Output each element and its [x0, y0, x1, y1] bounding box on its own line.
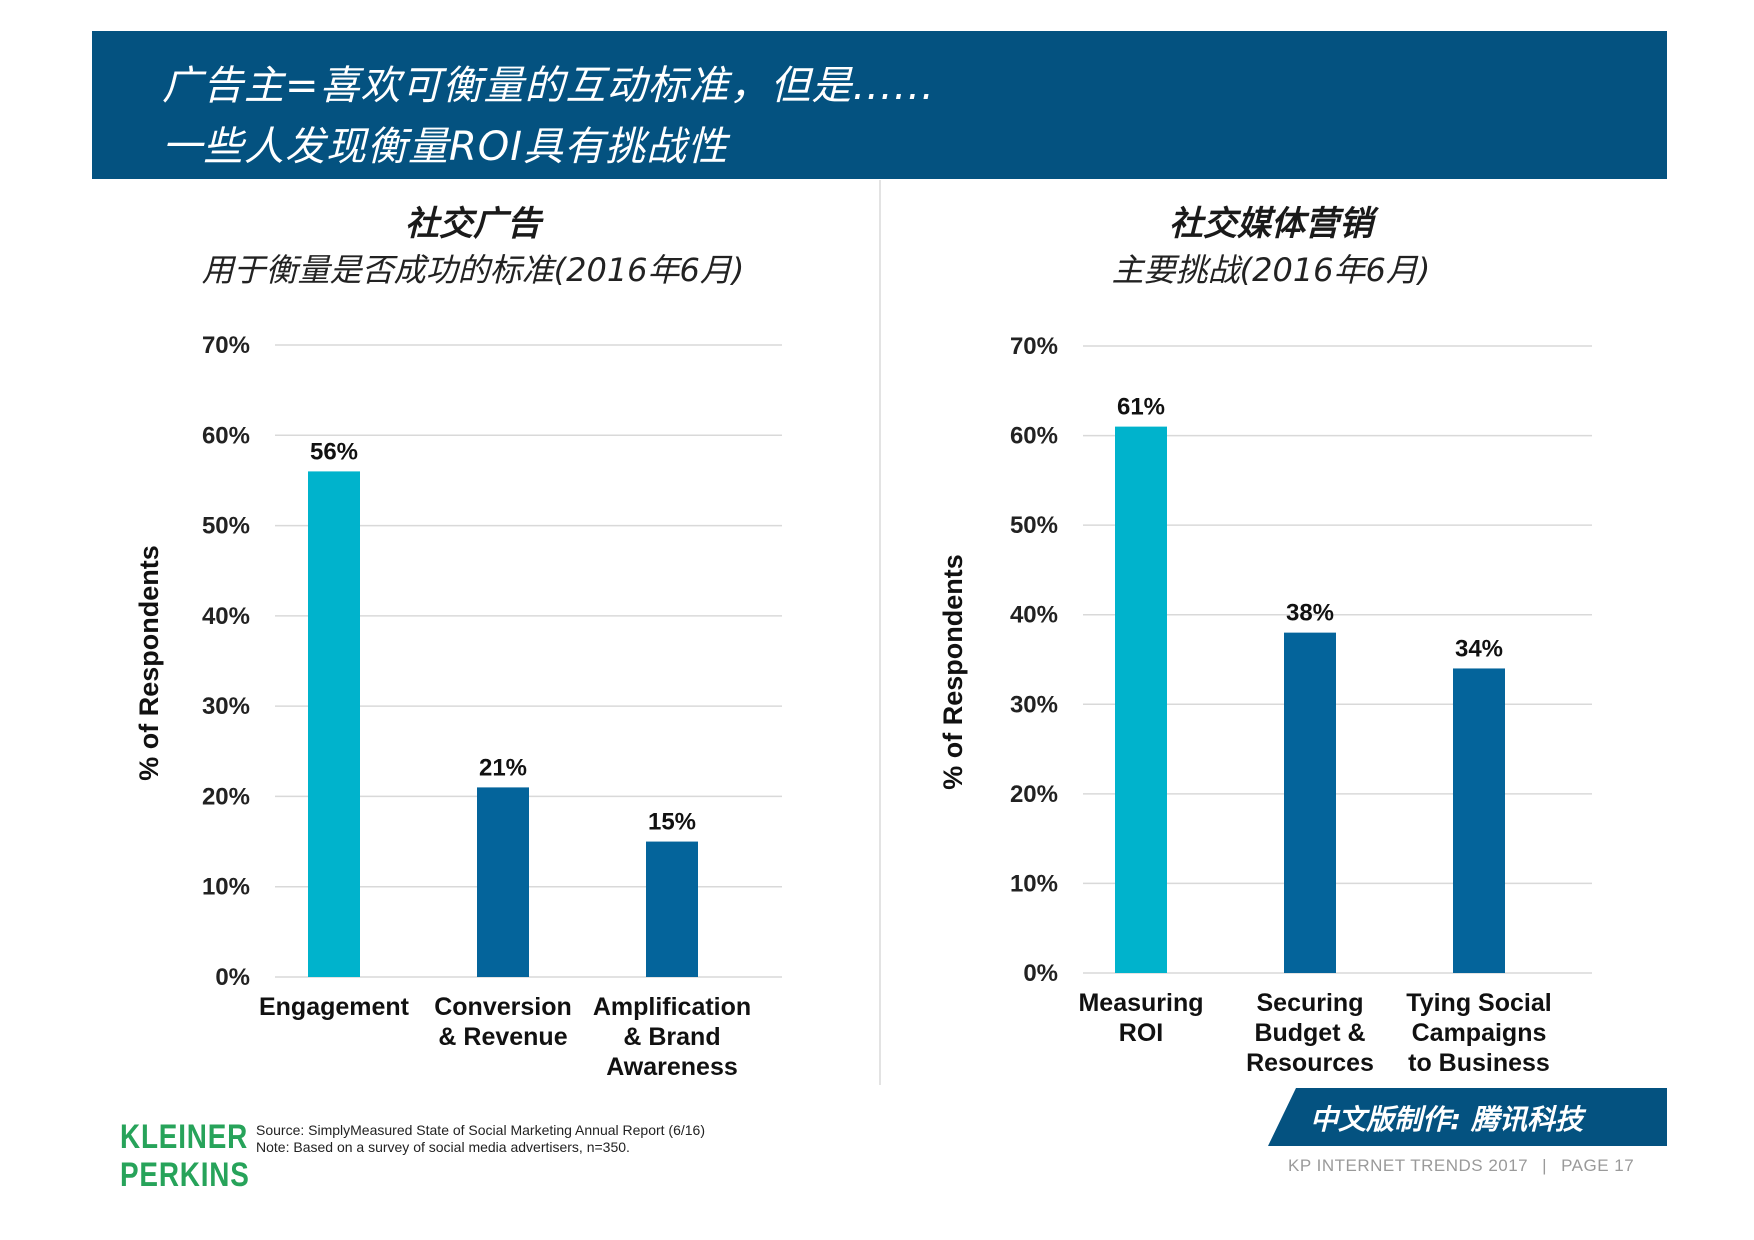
- bar: [308, 471, 360, 977]
- y-axis-label: % of Respondents: [938, 554, 968, 790]
- category-label: Measuring ROI: [1078, 989, 1203, 1047]
- category-label-line: Budget &: [1254, 1019, 1365, 1047]
- logo-line2: PERKINS: [120, 1156, 250, 1194]
- category-label-line: Tying Social: [1406, 989, 1551, 1017]
- source-note: Source: SimplyMeasured State of Social M…: [256, 1122, 705, 1156]
- category-label-line: Awareness: [606, 1053, 738, 1081]
- category-label-line: to Business: [1408, 1049, 1550, 1077]
- bar: [646, 841, 698, 977]
- data-label: 15%: [648, 809, 696, 836]
- y-tick-label: 60%: [1010, 423, 1058, 450]
- source-line: Source: SimplyMeasured State of Social M…: [256, 1122, 706, 1138]
- credit-banner: 中文版制作: 腾讯科技: [1268, 1088, 1667, 1146]
- y-tick-label: 20%: [202, 783, 250, 810]
- report-name: KP INTERNET TRENDS 2017: [1288, 1156, 1529, 1175]
- category-label-line: Resources: [1246, 1049, 1374, 1077]
- y-tick-label: 50%: [202, 513, 250, 540]
- data-label: 38%: [1286, 600, 1334, 627]
- category-label-line: Campaigns: [1412, 1019, 1547, 1047]
- page-footer: KP INTERNET TRENDS 2017 | PAGE 17: [1288, 1156, 1634, 1176]
- category-label-line: Conversion: [434, 993, 572, 1021]
- y-tick-label: 40%: [202, 603, 250, 630]
- kleiner-perkins-logo: KLEINER PERKINS: [120, 1118, 250, 1194]
- bar: [477, 787, 529, 977]
- y-tick-label: 70%: [202, 332, 250, 359]
- data-label: 34%: [1455, 635, 1503, 662]
- y-tick-label: 10%: [202, 874, 250, 901]
- bar: [1453, 668, 1505, 973]
- footer-separator: |: [1542, 1156, 1548, 1175]
- logo-line1: KLEINER: [120, 1118, 249, 1156]
- chart2-subtitle: 主要挑战(2016年6月): [1111, 251, 1431, 289]
- slide-header: 广告主=喜欢可衡量的互动标准，但是...... 一些人发现衡量ROI具有挑战性: [92, 31, 1667, 179]
- category-label-line: Engagement: [259, 993, 410, 1021]
- y-tick-label: 60%: [202, 422, 250, 449]
- y-tick-label: 10%: [1010, 870, 1058, 897]
- panel-divider: [879, 180, 881, 1085]
- category-label: Amplification & Brand Awareness: [593, 993, 751, 1081]
- category-label-line: Amplification: [593, 993, 751, 1021]
- y-tick-label: 0%: [1023, 960, 1058, 987]
- chart1-title: 社交广告: [405, 204, 541, 244]
- y-tick-label: 30%: [202, 693, 250, 720]
- note-line: Note: Based on a survey of social media …: [256, 1139, 630, 1155]
- header-title-line1: 广告主=喜欢可衡量的互动标准，但是......: [162, 63, 935, 109]
- category-label-line: Securing: [1257, 989, 1364, 1017]
- category-label-line: & Revenue: [438, 1023, 567, 1051]
- y-axis-label: % of Respondents: [134, 545, 164, 781]
- y-tick-label: 70%: [1010, 333, 1058, 360]
- bar: [1284, 632, 1336, 973]
- header-title-line2: 一些人发现衡量ROI具有挑战性: [162, 124, 729, 170]
- category-label-line: Measuring: [1078, 989, 1203, 1017]
- page-number: PAGE 17: [1561, 1156, 1635, 1175]
- y-tick-label: 50%: [1010, 512, 1058, 539]
- data-label: 56%: [310, 438, 358, 465]
- y-tick-label: 40%: [1010, 602, 1058, 629]
- chart1-subtitle: 用于衡量是否成功的标准(2016年6月): [201, 251, 745, 289]
- y-tick-label: 30%: [1010, 691, 1058, 718]
- category-label-line: & Brand: [623, 1023, 720, 1051]
- y-tick-label: 20%: [1010, 781, 1058, 808]
- chart2-title: 社交媒体营销: [1169, 204, 1373, 244]
- y-tick-label: 0%: [215, 964, 250, 991]
- data-label: 61%: [1117, 394, 1165, 421]
- data-label: 21%: [479, 754, 527, 781]
- category-label: Engagement: [259, 993, 410, 1021]
- category-label: Conversion & Revenue: [434, 993, 572, 1051]
- bar: [1115, 426, 1167, 974]
- credit-text: 中文版制作: 腾讯科技: [1310, 1103, 1583, 1136]
- category-label: Tying Social Campaigns to Business: [1406, 989, 1551, 1077]
- category-label-line: ROI: [1119, 1019, 1163, 1047]
- category-label: Securing Budget & Resources: [1246, 989, 1374, 1077]
